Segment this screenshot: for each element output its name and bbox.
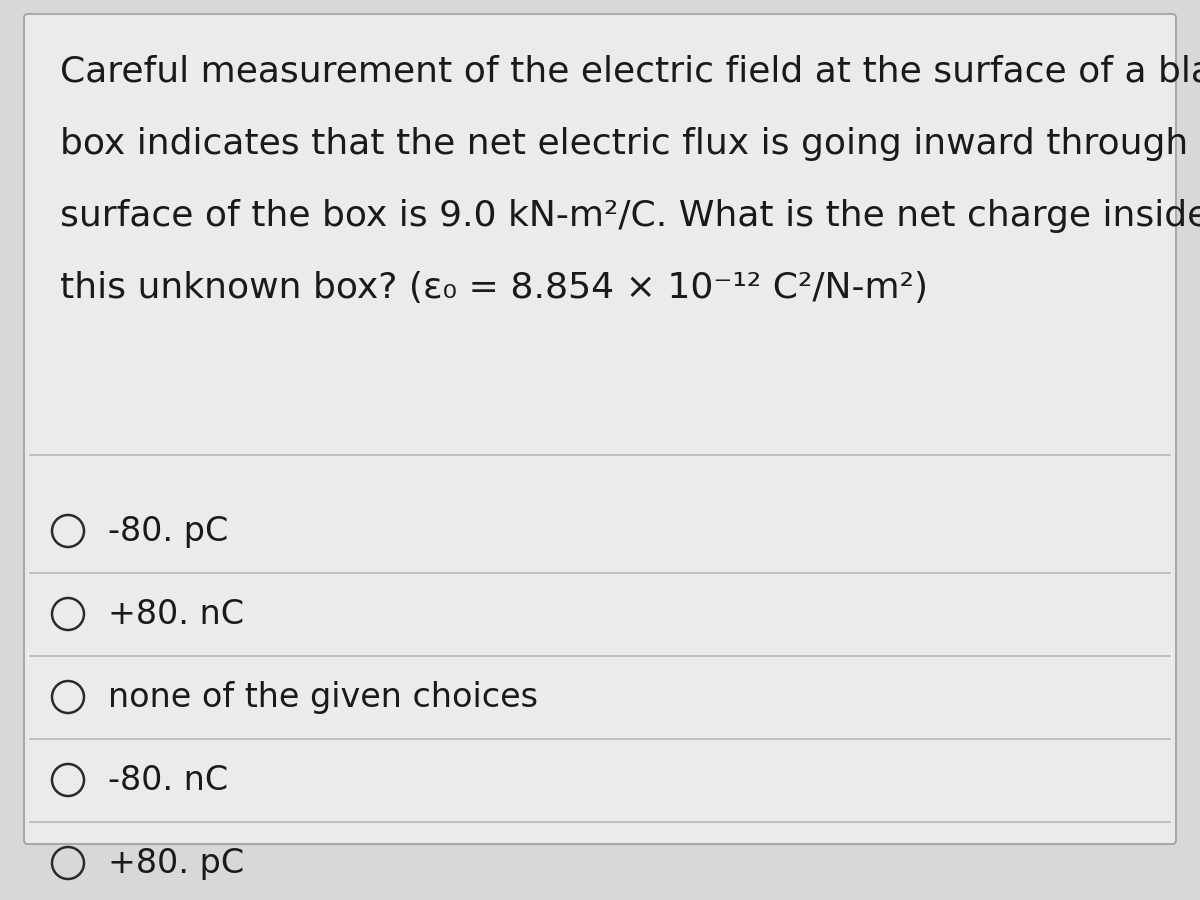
Text: this unknown box? (ε₀ = 8.854 × 10⁻¹² C²/N-m²): this unknown box? (ε₀ = 8.854 × 10⁻¹² C²…: [60, 271, 928, 305]
Text: none of the given choices: none of the given choices: [108, 680, 538, 714]
FancyBboxPatch shape: [24, 14, 1176, 844]
Text: surface of the box is 9.0 kN-m²/C. What is the net charge inside: surface of the box is 9.0 kN-m²/C. What …: [60, 199, 1200, 233]
Text: -80. pC: -80. pC: [108, 515, 228, 547]
Text: box indicates that the net electric flux is going inward through the: box indicates that the net electric flux…: [60, 127, 1200, 161]
Text: +80. nC: +80. nC: [108, 598, 244, 631]
Text: +80. pC: +80. pC: [108, 847, 244, 879]
Text: Careful measurement of the electric field at the surface of a black: Careful measurement of the electric fiel…: [60, 55, 1200, 89]
Text: -80. nC: -80. nC: [108, 763, 228, 796]
